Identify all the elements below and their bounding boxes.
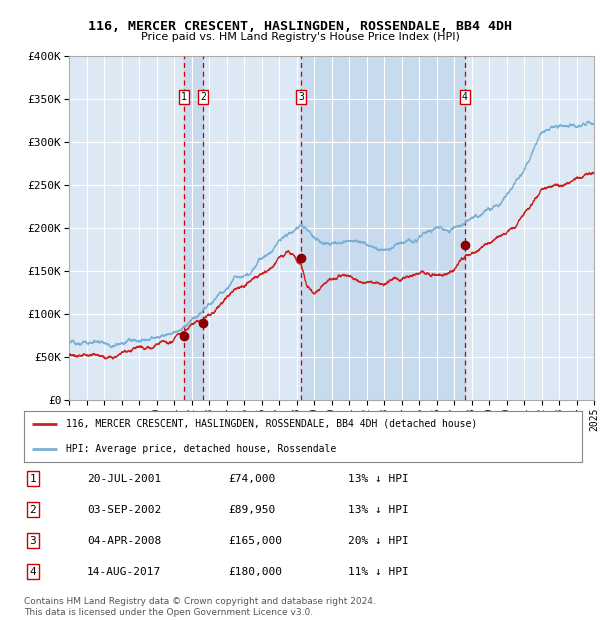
Text: 2: 2 [200, 92, 206, 102]
Text: 20% ↓ HPI: 20% ↓ HPI [348, 536, 409, 546]
Text: HPI: Average price, detached house, Rossendale: HPI: Average price, detached house, Ross… [66, 444, 336, 454]
Text: 4: 4 [462, 92, 468, 102]
Text: Price paid vs. HM Land Registry's House Price Index (HPI): Price paid vs. HM Land Registry's House … [140, 32, 460, 42]
Text: 3: 3 [29, 536, 37, 546]
Text: 11% ↓ HPI: 11% ↓ HPI [348, 567, 409, 577]
Text: 03-SEP-2002: 03-SEP-2002 [87, 505, 161, 515]
Text: £165,000: £165,000 [228, 536, 282, 546]
Text: 1: 1 [29, 474, 37, 484]
Text: 2: 2 [29, 505, 37, 515]
Text: 04-APR-2008: 04-APR-2008 [87, 536, 161, 546]
Text: 14-AUG-2017: 14-AUG-2017 [87, 567, 161, 577]
Text: £180,000: £180,000 [228, 567, 282, 577]
Text: Contains HM Land Registry data © Crown copyright and database right 2024.
This d: Contains HM Land Registry data © Crown c… [24, 598, 376, 617]
Text: 3: 3 [298, 92, 304, 102]
Bar [585, 56, 594, 400]
Text: £74,000: £74,000 [228, 474, 275, 484]
Text: 116, MERCER CRESCENT, HASLINGDEN, ROSSENDALE, BB4 4DH (detached house): 116, MERCER CRESCENT, HASLINGDEN, ROSSEN… [66, 418, 477, 429]
Bar [184, 56, 203, 400]
Bar [301, 56, 465, 400]
Text: 116, MERCER CRESCENT, HASLINGDEN, ROSSENDALE, BB4 4DH: 116, MERCER CRESCENT, HASLINGDEN, ROSSEN… [88, 20, 512, 33]
Text: 20-JUL-2001: 20-JUL-2001 [87, 474, 161, 484]
Text: 4: 4 [29, 567, 37, 577]
Text: 13% ↓ HPI: 13% ↓ HPI [348, 505, 409, 515]
Text: £89,950: £89,950 [228, 505, 275, 515]
Text: 13% ↓ HPI: 13% ↓ HPI [348, 474, 409, 484]
Text: 1: 1 [181, 92, 187, 102]
